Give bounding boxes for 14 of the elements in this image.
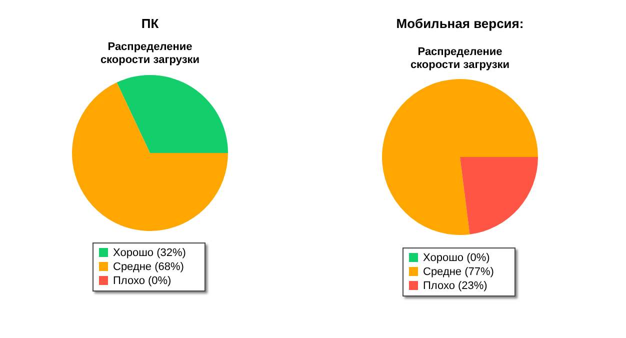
chart-title: Мобильная версия: <box>396 16 524 31</box>
chart-title: ПК <box>141 16 159 31</box>
legend-label: Хорошо (32%) <box>113 247 186 259</box>
pie-slice <box>116 75 228 153</box>
chart-subtitle: Распределение скорости загрузки <box>410 46 510 71</box>
legend-label: Средне (77%) <box>423 266 494 278</box>
pie-slice <box>72 82 228 231</box>
legend-label: Плохо (23%) <box>423 280 488 292</box>
legend-label: Средне (68%) <box>113 261 184 273</box>
legend-label: Плохо (0%) <box>113 275 172 287</box>
chart-subtitle: Распределение скорости загрузки <box>100 41 200 66</box>
pie-slice <box>382 79 538 235</box>
legend-label: Хорошо (0%) <box>423 252 490 264</box>
pie-slice <box>460 157 538 234</box>
